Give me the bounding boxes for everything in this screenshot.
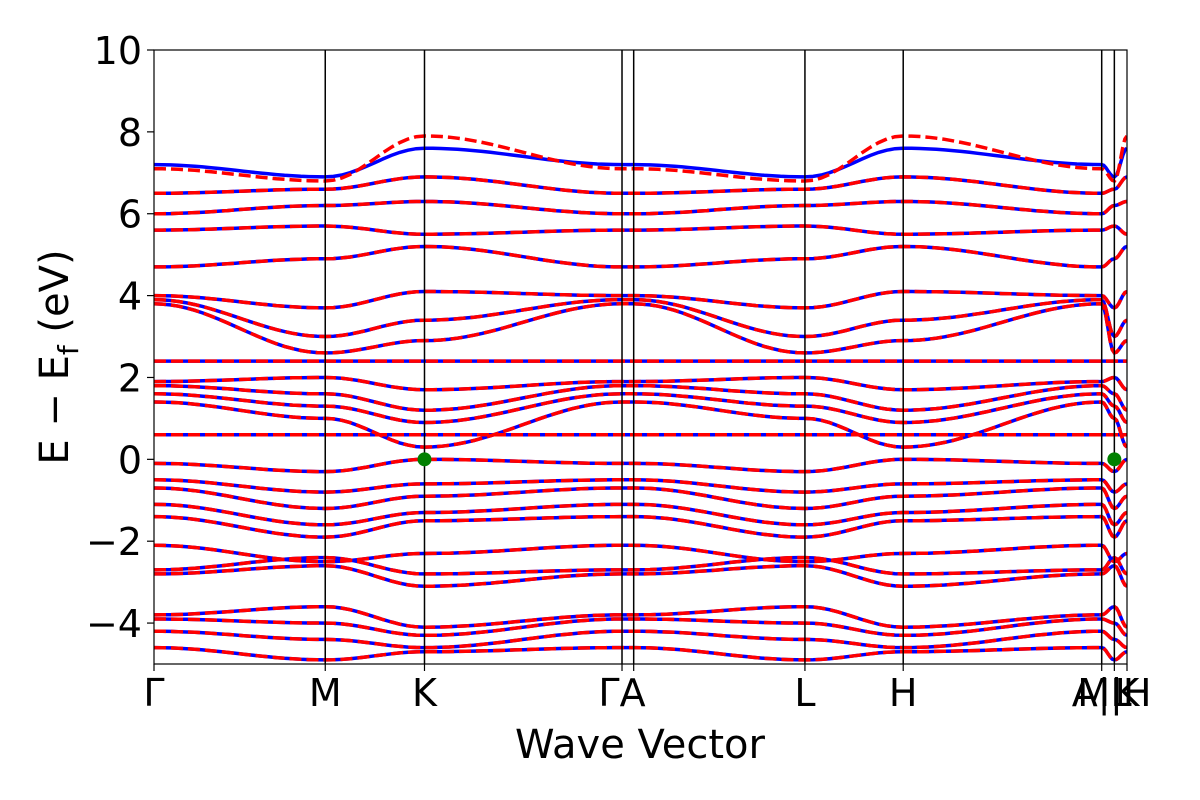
band-line-dashed: [154, 502, 1127, 527]
bands-layer: [154, 134, 1127, 662]
band-line-dashed: [154, 302, 1127, 356]
band-line-dashed: [154, 486, 1127, 511]
band-line-dashed: [154, 134, 1127, 184]
band-line-dashed: [154, 375, 1127, 392]
band-line-dashed: [154, 383, 1127, 412]
band-line-dashed: [154, 543, 1127, 564]
band-line-dashed: [154, 514, 1127, 540]
x-tick-label: M|H: [1077, 671, 1151, 716]
band-line-dashed: [154, 604, 1127, 629]
plot-frame: [153, 49, 1128, 665]
x-tick-label: H: [889, 671, 918, 715]
band-line-dashed: [154, 555, 1127, 576]
y-axis-label-sub: f: [52, 344, 85, 355]
x-tick-label: A|L: [1072, 671, 1132, 716]
markers-layer: [417, 452, 1122, 467]
y-tick-label: −4: [86, 602, 142, 646]
kpoint-lines: [324, 50, 1116, 664]
y-axis-label: E − Ef (eV): [32, 249, 85, 464]
band-line-dashed: [154, 617, 1127, 638]
x-tick-label: L: [794, 671, 815, 715]
band-line-dashed: [154, 199, 1127, 216]
y-axis-label-main: E − E: [32, 355, 78, 465]
band-edge-marker: [417, 452, 432, 467]
band-line-dashed: [154, 392, 1127, 425]
band-line-dashed: [154, 297, 1127, 339]
x-tick-label: K: [1115, 671, 1141, 715]
band-line-solid: [154, 244, 1127, 269]
band-line-solid: [154, 146, 1127, 179]
band-line-dashed: [154, 400, 1127, 449]
band-line-solid: [154, 400, 1127, 449]
y-tick-label: 0: [118, 438, 142, 482]
y-axis-label-unit: (eV): [32, 249, 78, 345]
y-tick-label: −2: [86, 520, 142, 564]
x-axis-label: Wave Vector: [515, 722, 766, 768]
band-line-dashed: [154, 478, 1127, 494]
band-edge-marker: [1107, 452, 1122, 467]
y-tick-label: 6: [118, 193, 142, 237]
y-tick-label: 8: [118, 111, 142, 155]
band-line-dashed: [154, 175, 1127, 196]
band-line-dashed: [154, 289, 1127, 310]
band-line-dashed: [154, 629, 1127, 650]
y-tick-label: 10: [94, 29, 142, 73]
band-line-dashed: [154, 224, 1127, 236]
x-axis: Γ M K ΓA L H A|LM|HK: [143, 664, 1151, 716]
x-tick-label: K: [412, 671, 438, 715]
y-axis: −4 −2 0 2 4 6 8 10: [86, 29, 154, 646]
band-line-dashed: [154, 563, 1127, 588]
x-tick-label: Γ: [143, 671, 164, 715]
y-tick-label: 2: [118, 356, 142, 400]
x-tick-label: ΓA: [598, 671, 645, 715]
band-line-dashed: [154, 244, 1127, 269]
band-line-dashed: [154, 645, 1127, 662]
x-tick-label: M: [309, 671, 342, 715]
y-tick-label: 4: [118, 275, 142, 319]
band-line-dashed: [154, 457, 1127, 474]
